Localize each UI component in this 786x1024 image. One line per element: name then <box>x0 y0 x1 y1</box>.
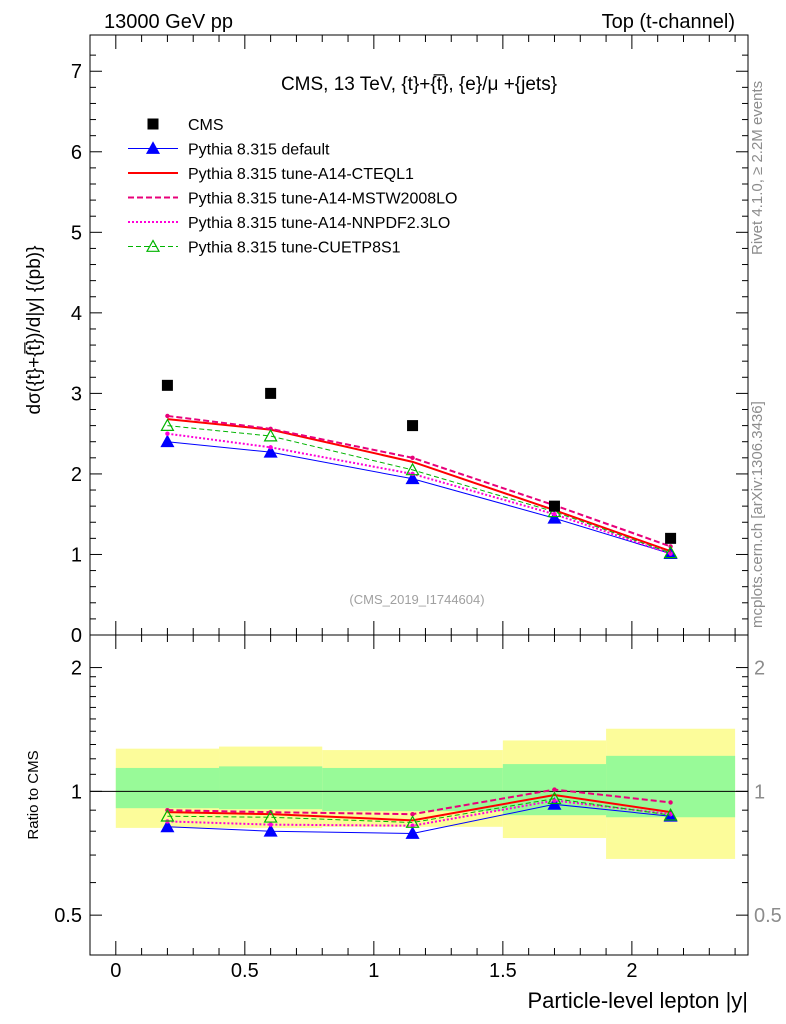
ratio-point-4 <box>160 808 175 822</box>
cms-data-point <box>407 420 419 432</box>
ratio-y-tick-label-right: 2 <box>754 658 765 680</box>
beam-label: 13000 GeV pp <box>104 11 233 33</box>
y-tick-label: 2 <box>71 464 82 486</box>
legend: CMS Pythia 8.315 default Pythia 8.315 tune… <box>128 117 457 257</box>
ratio-panel: 0 0.5 1 1.5 2 0.5 0.5 1 1 2 2 <box>54 634 782 982</box>
ratio-point-0 <box>405 826 420 839</box>
stat-uncertainty-band <box>606 755 736 818</box>
y-tick-label: 3 <box>71 383 82 405</box>
y-tick-label: 4 <box>71 303 82 325</box>
ratio-point-2 <box>552 787 557 792</box>
rivet-label: Rivet 4.1.0, ≥ 2.2M events <box>749 81 766 255</box>
legend-label: Pythia 8.315 tune-A14-MSTW2008LO <box>188 191 457 208</box>
series-point-4 <box>160 418 175 432</box>
stat-uncertainty-band <box>219 766 323 810</box>
legend-label: Pythia 8.315 default <box>188 142 330 159</box>
ratio-line-4 <box>167 798 671 823</box>
series-line-1 <box>167 418 671 553</box>
series-line-2 <box>167 414 671 548</box>
ratio-point-4 <box>405 815 420 828</box>
legend-label: Pythia 8.315 tune-A14-CTEQL1 <box>188 166 414 183</box>
ratio-line-1 <box>167 793 671 822</box>
ratio-y-tick-label: 1 <box>71 781 82 803</box>
analysis-watermark: (CMS_2019_I1744604) <box>349 592 484 607</box>
main-y-axis-label: dσ({t}+{t̅})/d|y| {(pb)} <box>24 246 45 415</box>
ratio-y-tick-label-right: 1 <box>754 781 765 803</box>
chart-title: CMS, 13 TeV, {t}+{t̅}, {e}/μ +{jets} <box>281 74 557 95</box>
legend-marker-4 <box>145 239 161 252</box>
ratio-point-2 <box>410 811 415 817</box>
ratio-point-2 <box>668 800 673 805</box>
cms-data-point <box>265 387 277 399</box>
x-tick-label: 0 <box>110 960 121 982</box>
series-point-0 <box>405 471 420 485</box>
series-point-4 <box>405 462 420 476</box>
series-point-2 <box>165 413 170 419</box>
x-tick-label: 0.5 <box>231 960 259 982</box>
series-point-2 <box>268 426 273 432</box>
legend-label: Pythia 8.315 tune-A14-NNPDF2.3LO <box>188 215 450 232</box>
series-point-3 <box>165 431 170 436</box>
series-point-4 <box>663 545 678 559</box>
series-point-0 <box>160 434 175 448</box>
x-tick-label: 2 <box>626 960 637 982</box>
series-point-3 <box>668 551 673 556</box>
stat-uncertainty-band <box>322 767 503 812</box>
legend-marker-0 <box>145 141 161 154</box>
cms-data-point <box>161 379 173 391</box>
ratio-point-4 <box>547 791 562 805</box>
x-axis-label: Particle-level lepton |y| <box>527 988 748 1013</box>
ratio-y-axis-label: Ratio to CMS <box>25 750 42 839</box>
y-tick-label: 5 <box>71 222 82 244</box>
series-point-2 <box>410 455 415 461</box>
cms-data-point <box>548 500 560 512</box>
series-line-0 <box>167 441 671 555</box>
legend-cms-marker <box>147 118 159 130</box>
y-tick-label: 7 <box>71 61 82 83</box>
x-tick-label: 1.5 <box>489 960 517 982</box>
main-panel: 0 1 2 3 4 5 6 7 <box>71 34 749 647</box>
series-point-3 <box>268 445 273 450</box>
series-point-0 <box>547 510 562 524</box>
series-line-4 <box>167 425 671 554</box>
ratio-point-4 <box>663 807 678 821</box>
ratio-y-tick-label: 0.5 <box>54 905 82 927</box>
cms-data-point <box>665 532 677 544</box>
x-tick-label: 1 <box>368 960 379 982</box>
y-tick-label: 1 <box>71 544 82 566</box>
ratio-frame <box>89 634 749 956</box>
ratio-point-3 <box>552 798 557 803</box>
ratio-y-tick-label: 2 <box>71 658 82 680</box>
y-tick-label: 6 <box>71 142 82 164</box>
series-point-4 <box>263 428 278 442</box>
ratio-point-4 <box>263 810 278 823</box>
series-point-3 <box>552 511 557 517</box>
series-point-0 <box>263 444 278 458</box>
ratio-point-0 <box>263 823 278 837</box>
ratio-y-tick-label-right: 0.5 <box>754 905 782 927</box>
legend-label: Pythia 8.315 tune-CUETP8S1 <box>188 240 401 257</box>
ratio-point-3 <box>268 822 273 827</box>
series-line-3 <box>167 432 671 555</box>
y-tick-label: 0 <box>71 625 82 647</box>
ratio-point-0 <box>160 819 175 833</box>
process-label: Top (t-channel) <box>602 11 735 33</box>
stat-uncertainty-band <box>115 767 220 809</box>
legend-label: CMS <box>188 117 224 134</box>
mcplots-label: mcplots.cern.ch [arXiv:1306.3436] <box>749 401 766 628</box>
series-point-3 <box>410 471 415 477</box>
